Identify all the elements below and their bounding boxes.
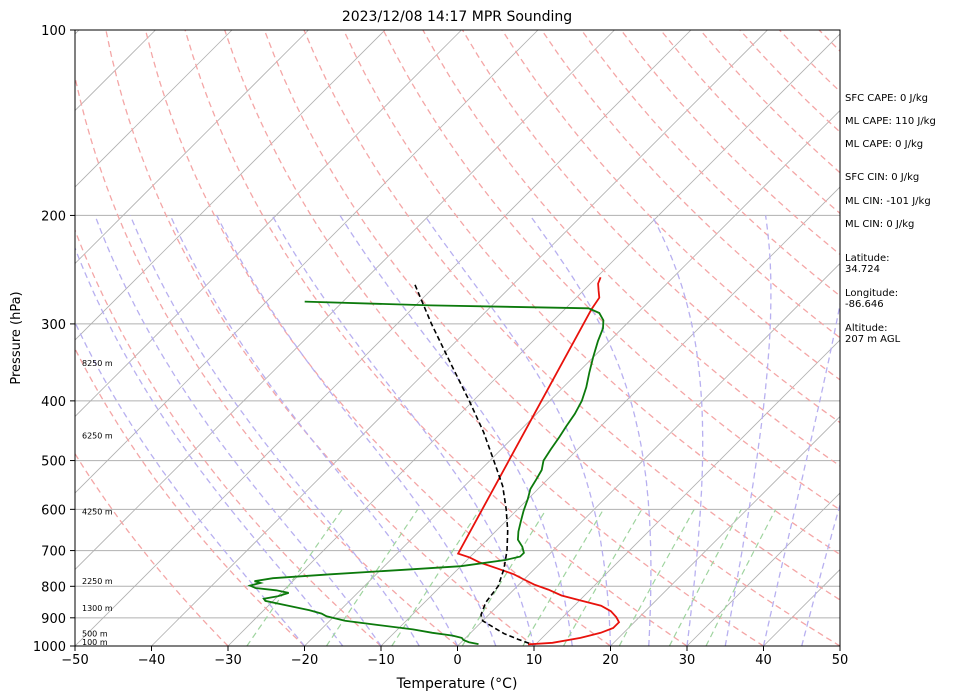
x-tick-label: 50 xyxy=(832,653,849,668)
x-tick-label: 20 xyxy=(602,653,619,668)
dry-adiabat-line xyxy=(382,30,840,511)
y-tick-label: 500 xyxy=(41,455,66,470)
x-axis-label: Temperature (°C) xyxy=(396,676,518,692)
chart-title: 2023/12/08 14:17 MPR Sounding xyxy=(342,9,572,25)
isotherm-line xyxy=(75,30,539,494)
parcel-line xyxy=(413,283,530,645)
dry-adiabat-line xyxy=(580,30,840,297)
moist-adiabat-line xyxy=(94,215,382,646)
isotherm-line xyxy=(610,415,840,646)
isotherm-line xyxy=(75,30,692,646)
height-label: 1300 m xyxy=(82,604,113,613)
isotherm-line xyxy=(151,30,768,646)
stat-sfc-cape: SFC CAPE: 0 J/kg xyxy=(845,93,928,104)
dry-adiabat-line xyxy=(343,30,840,556)
isotherm-line xyxy=(75,30,233,188)
isotherm-line xyxy=(0,30,3,646)
dry-adiabat-line xyxy=(422,30,840,467)
dry-adiabat-line xyxy=(75,452,229,646)
dry-adiabat-line xyxy=(224,30,764,646)
temperature-line xyxy=(456,276,621,646)
mixing-ratio-line xyxy=(325,508,419,646)
moist-adiabat-line xyxy=(169,215,459,646)
height-label: 6250 m xyxy=(82,431,113,440)
moist-adiabat-line xyxy=(724,215,772,646)
y-tick-label: 700 xyxy=(41,545,66,560)
dewpoint-line xyxy=(247,300,605,645)
height-label: 4250 m xyxy=(82,508,113,517)
x-tick-label: −40 xyxy=(138,653,165,668)
y-axis-label: Pressure (hPa) xyxy=(9,291,24,384)
isotherm-line xyxy=(227,33,840,646)
x-tick-label: −20 xyxy=(291,653,318,668)
y-tick-label: 400 xyxy=(41,395,66,410)
moist-adiabat-line xyxy=(801,502,840,646)
x-tick-label: 10 xyxy=(526,653,543,668)
isotherm-line xyxy=(75,30,462,418)
stat-sfc-cin: SFC CIN: 0 J/kg xyxy=(845,172,920,183)
y-tick-label: 600 xyxy=(41,503,66,518)
stat-ml-cin: ML CIN: 0 J/kg xyxy=(845,219,915,230)
height-label: 8250 m xyxy=(82,359,113,368)
dry-adiabat-line xyxy=(75,347,305,646)
isotherm-line xyxy=(380,186,840,646)
stat-ml-cape: ML CAPE: 0 J/kg xyxy=(845,139,924,150)
dry-adiabat-line xyxy=(263,30,840,646)
stat-longitude: Longitude: -86.646 xyxy=(845,288,899,310)
y-tick-label: 300 xyxy=(41,318,66,333)
moist-adiabat-line xyxy=(216,215,497,646)
stat-ml-cape: ML CAPE: 110 J/kg xyxy=(845,116,936,127)
mixing-ratio-line xyxy=(522,508,605,646)
moist-adiabat-line xyxy=(75,320,305,646)
moist-adiabat-line xyxy=(762,300,840,646)
isotherm-line xyxy=(75,30,615,571)
moist-adiabat-line xyxy=(271,215,535,646)
isotherm-line xyxy=(75,30,309,265)
mixing-ratio-line xyxy=(618,509,695,646)
dry-adiabat-line xyxy=(303,30,840,601)
x-tick-label: 40 xyxy=(755,653,772,668)
y-tick-label: 1000 xyxy=(33,640,66,655)
isotherm-line xyxy=(304,109,840,646)
y-tick-label: 900 xyxy=(41,612,66,627)
dry-adiabat-line xyxy=(75,228,382,646)
mixing-ratio-line xyxy=(562,508,643,646)
moist-adiabat-line xyxy=(423,215,612,646)
x-tick-label: 30 xyxy=(679,653,696,668)
stat-ml-cin: ML CIN: -101 J/kg xyxy=(845,196,931,207)
y-tick-label: 800 xyxy=(41,580,66,595)
moist-adiabat-line xyxy=(339,215,573,646)
dry-adiabat-line xyxy=(105,30,535,646)
dry-adiabat-line xyxy=(184,30,688,646)
x-tick-label: 0 xyxy=(453,653,461,668)
dry-adiabat-line xyxy=(144,30,611,646)
mixing-ratio-line xyxy=(461,508,547,646)
dry-adiabat-line xyxy=(75,74,458,646)
x-tick-label: −50 xyxy=(61,653,88,668)
mixing-ratio-line xyxy=(668,509,742,646)
height-label: 500 m xyxy=(82,630,108,639)
y-tick-label: 200 xyxy=(41,209,66,224)
mixing-ratio-line xyxy=(246,508,343,646)
isotherm-line xyxy=(533,339,840,646)
mixing-ratio-line xyxy=(705,509,777,646)
isotherm-line xyxy=(75,30,386,341)
y-tick-label: 100 xyxy=(41,24,66,39)
height-label: 2250 m xyxy=(82,577,113,586)
stat-latitude: Latitude: 34.724 xyxy=(845,253,890,275)
x-tick-label: −10 xyxy=(367,653,394,668)
x-tick-label: −30 xyxy=(214,653,241,668)
moist-adiabat-line xyxy=(651,215,704,646)
stat-altitude: Altitude: 207 m AGL xyxy=(845,323,901,345)
isotherm-line xyxy=(457,262,840,646)
moist-adiabat-line xyxy=(129,215,420,646)
height-label: 100 m xyxy=(82,638,108,647)
isotherm-line xyxy=(686,492,840,646)
